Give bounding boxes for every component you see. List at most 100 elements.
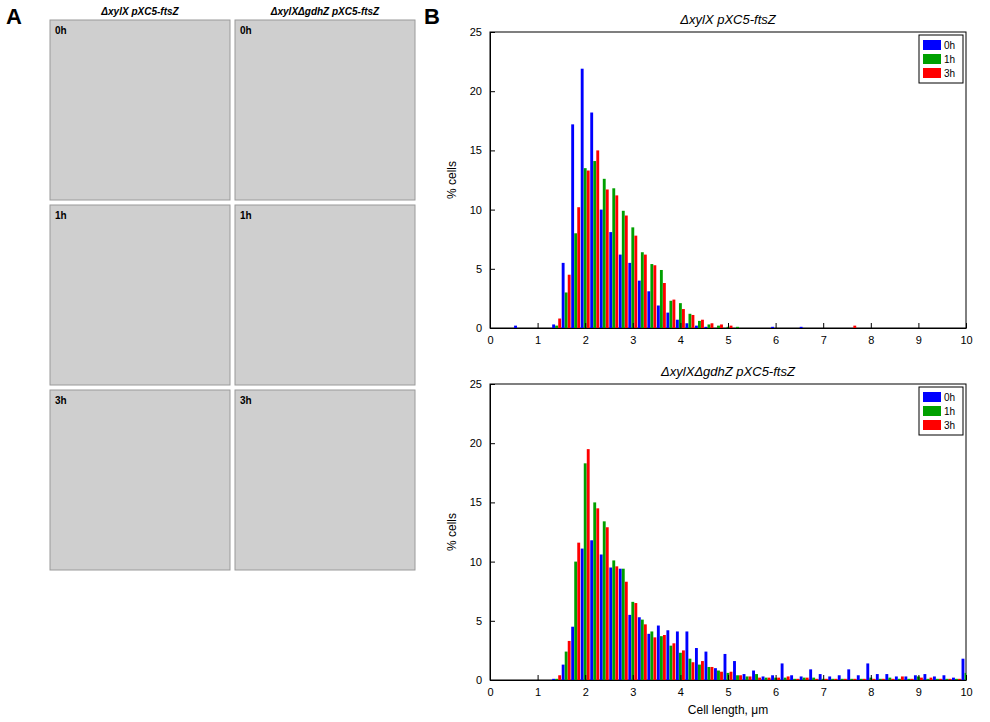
bar <box>577 543 580 680</box>
x-tick: 2 <box>583 323 589 346</box>
bar <box>688 314 691 328</box>
bar <box>777 328 780 329</box>
bar <box>904 676 907 680</box>
bar <box>549 328 552 329</box>
x-tick-label: 1 <box>535 334 541 346</box>
bar <box>612 188 615 328</box>
x-tick-label: 0 <box>487 334 493 346</box>
bar <box>609 232 612 328</box>
bar <box>790 675 793 680</box>
bar <box>736 327 739 328</box>
y-tick: 5 <box>476 615 495 627</box>
bar <box>933 676 936 680</box>
time-label: 0h <box>240 25 252 36</box>
y-tick: 20 <box>470 437 495 449</box>
bar <box>857 328 860 329</box>
bar <box>914 328 917 329</box>
bar <box>962 328 965 329</box>
bar <box>711 323 714 328</box>
bar <box>891 328 894 329</box>
x-axis: 012345678910 <box>487 675 972 698</box>
bar <box>904 328 907 329</box>
bar <box>539 680 542 681</box>
bar <box>955 679 958 680</box>
histogram-panel: 0123456789100510152025ΔxylXΔgdhZ pXC5-ft… <box>445 364 973 717</box>
bar <box>587 449 590 680</box>
bar <box>688 659 691 680</box>
bar <box>866 328 869 329</box>
legend-label: 3h <box>944 420 955 431</box>
x-tick: 10 <box>960 323 972 346</box>
x-tick: 7 <box>821 675 827 698</box>
bar <box>666 630 669 680</box>
bar <box>596 508 599 680</box>
bar <box>708 667 711 680</box>
legend: 0h1h3h <box>919 35 963 83</box>
bar <box>787 676 790 680</box>
legend: 0h1h3h <box>919 387 963 435</box>
x-tick-label: 2 <box>583 686 589 698</box>
bar <box>800 676 803 680</box>
bar <box>860 679 863 680</box>
bar <box>844 679 847 680</box>
bar <box>771 675 774 680</box>
y-axis-line <box>490 33 491 329</box>
x-axis-line <box>491 680 967 681</box>
bar <box>825 328 828 329</box>
column-title: ΔxylX pXC5-ftsZ <box>100 6 179 17</box>
bar <box>669 646 672 680</box>
bar <box>590 540 593 680</box>
bar <box>803 678 806 680</box>
bar <box>714 328 717 329</box>
x-tick-label: 8 <box>868 334 874 346</box>
legend-swatch <box>923 54 941 64</box>
x-tick: 3 <box>630 675 636 698</box>
panel-letter: A <box>6 4 22 29</box>
bar <box>834 328 837 329</box>
bar <box>574 233 577 328</box>
time-label: 3h <box>55 395 67 406</box>
bar <box>762 328 765 329</box>
legend-swatch <box>923 40 941 50</box>
y-tick-label: 10 <box>470 556 482 568</box>
y-axis: 0510152025 <box>470 26 495 334</box>
bar <box>739 328 742 329</box>
y-tick-mark <box>490 91 495 92</box>
bar <box>660 636 663 680</box>
y-tick-label: 5 <box>476 615 482 627</box>
x-tick: 5 <box>725 675 731 698</box>
bar <box>705 652 708 680</box>
x-tick-mark <box>728 323 729 328</box>
bar <box>847 669 850 680</box>
bar <box>793 328 796 329</box>
bar <box>800 327 803 328</box>
bar <box>879 328 882 329</box>
bar <box>743 328 746 329</box>
bar <box>895 676 898 680</box>
bar <box>841 679 844 680</box>
bar <box>812 678 815 680</box>
y-tick-mark <box>490 680 495 681</box>
bar <box>650 264 653 328</box>
bar <box>606 527 609 680</box>
bar <box>888 678 891 680</box>
bar <box>720 672 723 680</box>
bar <box>698 665 701 680</box>
legend-swatch <box>923 420 941 430</box>
bar <box>746 676 749 680</box>
y-tick-label: 20 <box>470 437 482 449</box>
bar <box>952 328 955 329</box>
bar <box>549 680 552 681</box>
bar <box>943 675 946 680</box>
x-tick-mark <box>728 675 729 680</box>
x-tick-label: 6 <box>773 334 779 346</box>
bar <box>749 328 752 329</box>
x-tick: 6 <box>773 675 779 698</box>
bar <box>603 521 606 680</box>
x-tick: 5 <box>725 323 731 346</box>
bar <box>787 328 790 329</box>
legend-label: 0h <box>944 392 955 403</box>
bar <box>663 283 666 328</box>
bar <box>600 210 603 328</box>
x-tick-mark <box>680 323 681 328</box>
